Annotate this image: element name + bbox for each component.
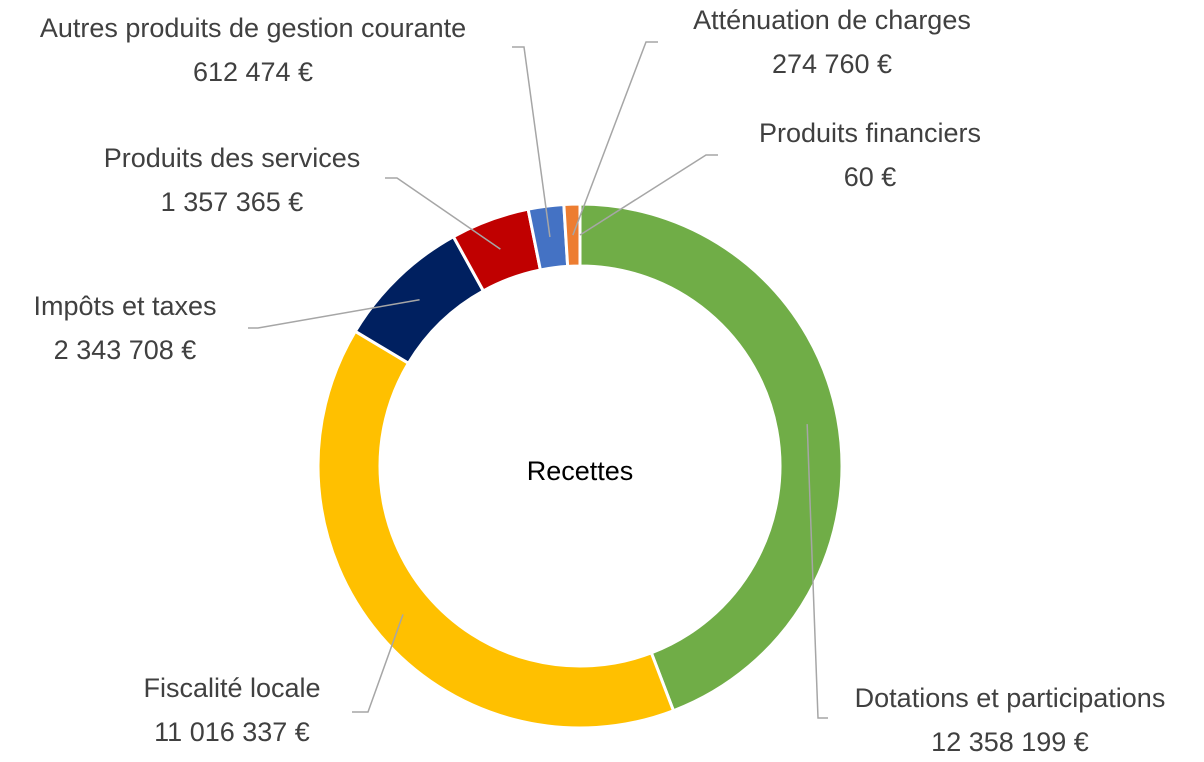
leader-line: [352, 614, 404, 713]
leader-line: [572, 41, 658, 236]
category-label: Dotations et participations: [855, 683, 1166, 713]
value-label: 12 358 199 €: [931, 727, 1089, 757]
category-label: Fiscalité locale: [143, 673, 320, 703]
leader-line: [579, 154, 718, 236]
category-label: Autres produits de gestion courante: [40, 13, 466, 43]
value-label: 612 474 €: [193, 57, 313, 87]
value-label: 274 760 €: [772, 49, 892, 79]
donut-slice: [562, 202, 582, 268]
value-label: 1 357 365 €: [161, 187, 304, 217]
center-label: Recettes: [527, 456, 634, 486]
leader-line: [512, 46, 551, 238]
donut-slice: [316, 329, 676, 730]
value-label: 11 016 337 €: [154, 717, 310, 747]
category-label: Produits financiers: [759, 118, 981, 148]
category-label: Atténuation de charges: [693, 5, 971, 35]
category-label: Impôts et taxes: [33, 291, 216, 321]
leader-line: [248, 299, 420, 329]
value-label: 2 343 708 €: [54, 335, 197, 365]
donut-slice: [578, 202, 844, 713]
category-label: Produits des services: [104, 143, 361, 173]
value-label: 60 €: [844, 162, 897, 192]
leader-line: [806, 424, 828, 719]
leader-line: [385, 177, 501, 250]
